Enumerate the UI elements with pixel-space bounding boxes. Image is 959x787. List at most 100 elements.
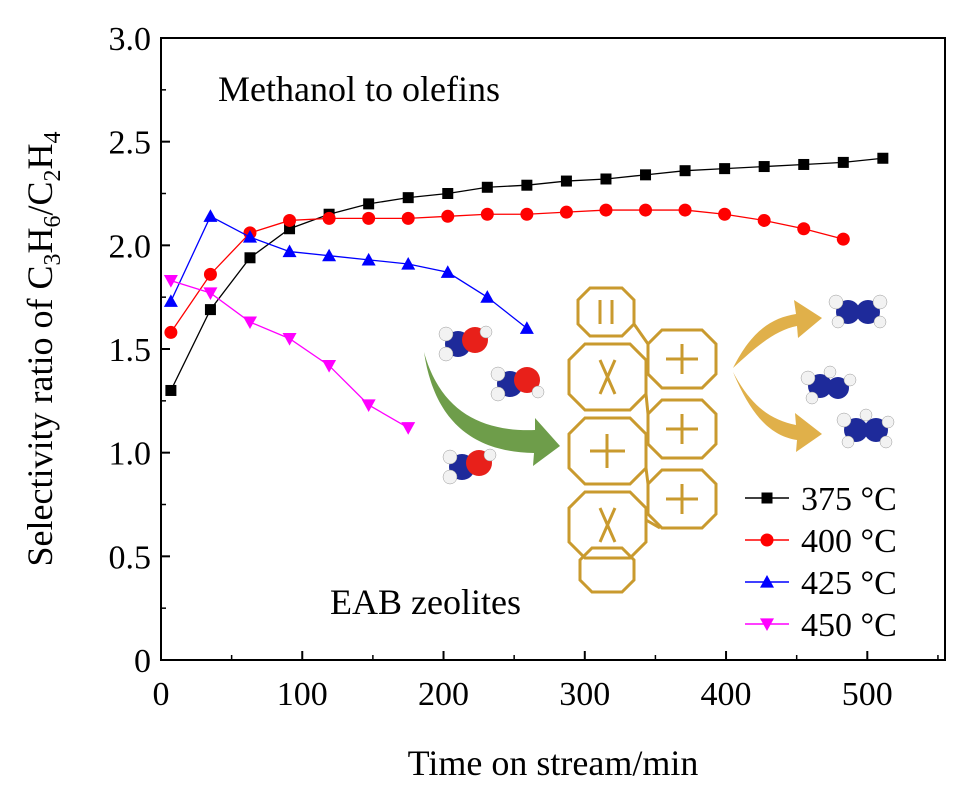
data-point [242, 316, 257, 330]
y-axis-title: Selectivity ratio of C3H6/C2H4 [20, 132, 66, 567]
data-point [401, 256, 416, 270]
data-point [401, 211, 415, 225]
legend-item: 375 °C [745, 481, 897, 518]
data-point [836, 232, 850, 246]
data-point [361, 252, 376, 266]
gold-arrow-up-icon [733, 300, 822, 368]
legend-label: 375 °C [801, 481, 897, 518]
data-point [322, 248, 337, 262]
series-line [170, 215, 528, 329]
x-axis: 0 100 200 300 400 500 [153, 651, 939, 713]
data-point [441, 209, 455, 223]
series-line [170, 279, 409, 429]
series-layer [163, 152, 889, 435]
x-tick-label: 200 [418, 676, 469, 713]
data-point [440, 265, 455, 278]
data-point [282, 244, 297, 258]
legend-marker [761, 492, 773, 504]
annotation-zeolite: EAB zeolites [330, 582, 521, 622]
data-point [678, 203, 692, 217]
data-point [203, 287, 218, 301]
data-point [322, 211, 336, 225]
data-point [877, 152, 889, 164]
data-point [600, 173, 612, 185]
legend-marker [760, 575, 774, 588]
x-tick-label: 0 [153, 676, 170, 713]
data-point [599, 203, 613, 217]
data-point [757, 213, 771, 227]
data-point [798, 158, 810, 170]
data-point [560, 175, 572, 187]
data-point [758, 161, 770, 173]
zeolite-framework-illustration [567, 286, 718, 594]
data-point [559, 205, 573, 219]
legend-item: 400 °C [745, 523, 897, 560]
y-tick-label: 3.0 [109, 21, 152, 58]
legend-item: 450 °C [745, 607, 897, 644]
y-tick-label: 2.0 [109, 228, 152, 265]
legend-marker [760, 533, 774, 547]
data-point [797, 222, 811, 236]
data-point [284, 223, 296, 235]
x-axis-title: Time on stream/min [408, 743, 699, 783]
data-point [640, 169, 652, 181]
legend: 375 °C 400 °C 425 °C 450 °C [745, 481, 897, 644]
gold-arrow-down-icon [733, 372, 822, 452]
data-point [519, 321, 534, 334]
legend-label: 425 °C [801, 565, 897, 602]
data-point [718, 207, 732, 221]
olefin-product-illustration [800, 294, 895, 449]
data-point [401, 422, 416, 435]
data-point [163, 274, 178, 288]
legend-label: 400 °C [801, 523, 897, 560]
series-0 [165, 152, 889, 396]
series-3 [163, 274, 416, 435]
data-point [164, 325, 178, 339]
data-point [244, 252, 256, 264]
data-point [165, 384, 177, 396]
data-point [361, 399, 376, 412]
legend-marker [760, 618, 774, 631]
data-point [679, 165, 691, 177]
x-tick-label: 400 [701, 676, 752, 713]
y-tick-label: 2.5 [109, 125, 152, 162]
data-point [322, 359, 337, 373]
data-point [639, 203, 653, 217]
data-point [362, 211, 376, 225]
y-tick-label: 0.5 [109, 539, 152, 576]
methanol-molecule-illustration [438, 325, 545, 485]
data-point [480, 290, 495, 303]
x-tick-label: 100 [277, 676, 328, 713]
data-point [402, 192, 414, 204]
y-tick-label: 1.5 [109, 332, 152, 369]
y-tick-label: 0 [134, 643, 151, 680]
x-tick-label: 500 [842, 676, 893, 713]
data-point [442, 188, 454, 199]
data-point [163, 294, 178, 307]
data-point [242, 230, 257, 243]
data-point [204, 304, 216, 316]
data-point [203, 267, 217, 281]
y-tick-label: 1.0 [109, 436, 152, 473]
y-axis: 0 0.5 1.0 1.5 2.0 2.5 3.0 [109, 21, 170, 680]
series-2 [163, 209, 534, 334]
annotation-reaction: Methanol to olefins [218, 69, 500, 109]
data-point [837, 156, 849, 168]
series-1 [164, 203, 850, 339]
series-line [170, 157, 883, 391]
data-point [719, 163, 731, 175]
series-line [170, 209, 844, 333]
data-point [283, 213, 297, 227]
green-arrow-icon [424, 352, 560, 466]
data-point [520, 207, 534, 221]
legend-item: 425 °C [745, 565, 897, 602]
data-point [480, 207, 494, 221]
data-point [282, 333, 297, 346]
data-point [363, 198, 375, 210]
legend-label: 450 °C [801, 607, 897, 644]
x-tick-label: 300 [559, 676, 610, 713]
data-point [203, 209, 218, 222]
data-point [521, 179, 533, 191]
data-point [481, 181, 493, 193]
